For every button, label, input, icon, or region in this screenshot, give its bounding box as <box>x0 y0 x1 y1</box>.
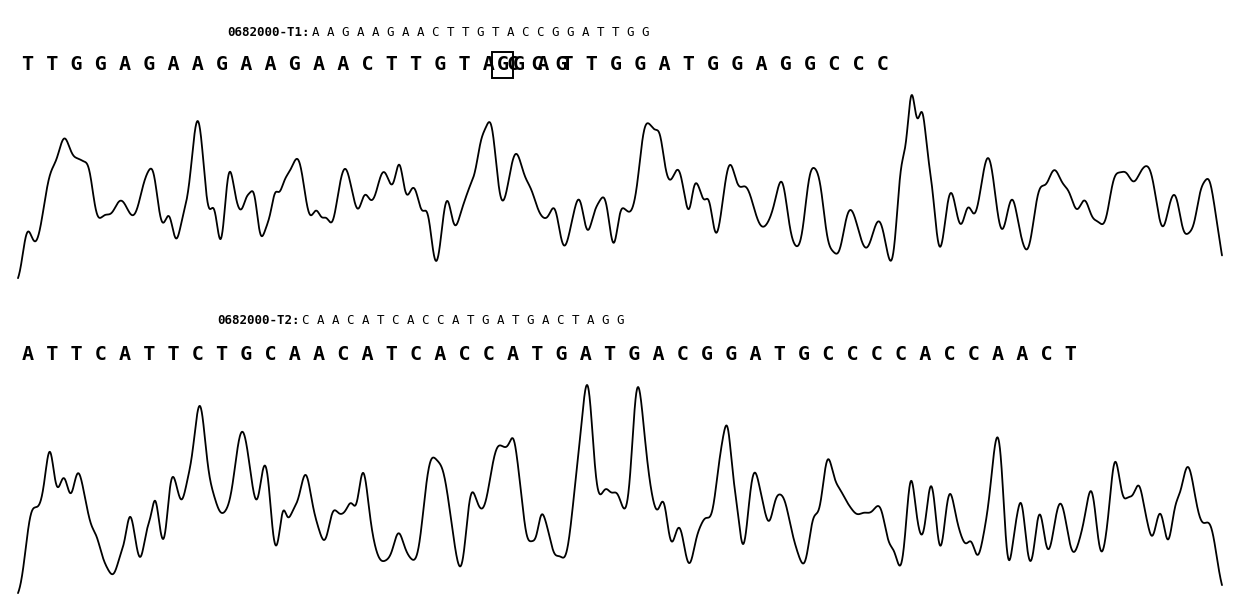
Text: G A T T G G A T G G A G G C C C: G A T T G G A T G G A G G C C C <box>512 56 889 75</box>
Text: T T G G A G A A G A A G A A C T T G T A C C G: T T G G A G A A G A A G A A C T T G T A … <box>22 56 568 75</box>
Bar <box>492 52 512 78</box>
Text: G: G <box>496 56 508 75</box>
Text: 0682000-T1:: 0682000-T1: <box>227 26 310 38</box>
Text: A T T C A T T C T G C A A C A T C A C C A T G A T G A C G G A T G C C C C A C C : A T T C A T T C T G C A A C A T C A C C … <box>22 345 1076 365</box>
Text: 0682000-T2:: 0682000-T2: <box>217 313 300 326</box>
Text: A A G A A G A A C T T G T A C C G G A T T G G: A A G A A G A A C T T G T A C C G G A T … <box>312 26 650 38</box>
Text: C A A C A T C A C C A T G A T G A C T A G G: C A A C A T C A C C A T G A T G A C T A … <box>303 313 625 326</box>
